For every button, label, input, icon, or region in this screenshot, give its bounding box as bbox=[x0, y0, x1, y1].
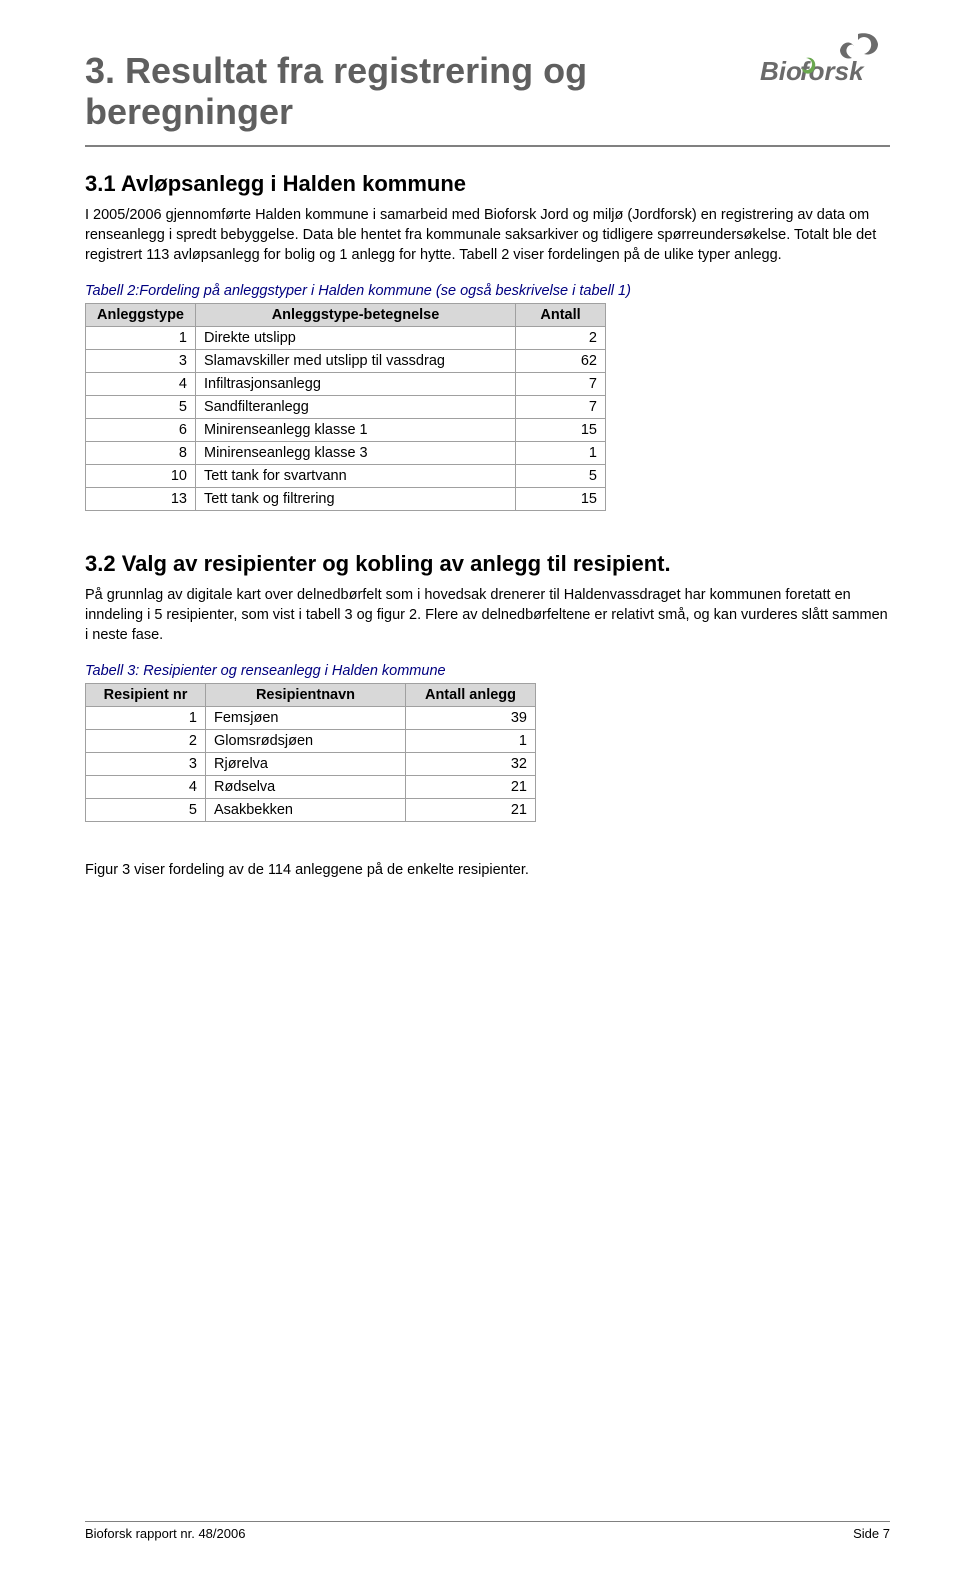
page-title: 3. Resultat fra registrering og beregnin… bbox=[85, 50, 725, 133]
table-3-cell-count: 39 bbox=[406, 706, 536, 729]
footer-page-number: Side 7 bbox=[853, 1526, 890, 1541]
table-2-cell-count: 7 bbox=[516, 372, 606, 395]
table-3-cell-id: 1 bbox=[86, 706, 206, 729]
table-2: Anleggstype Anleggstype-betegnelse Antal… bbox=[85, 303, 606, 511]
table-2-row: 5Sandfilteranlegg7 bbox=[86, 395, 606, 418]
table-3-cell-label: Femsjøen bbox=[206, 706, 406, 729]
table-2-row: 6Minirenseanlegg klasse 115 bbox=[86, 418, 606, 441]
table-3-cell-count: 21 bbox=[406, 775, 536, 798]
table-2-cell-label: Tett tank for svartvann bbox=[196, 464, 516, 487]
bioforsk-logo: Bio forsk bbox=[760, 30, 890, 90]
table-3-cell-id: 2 bbox=[86, 729, 206, 752]
table-2-cell-label: Direkte utslipp bbox=[196, 326, 516, 349]
table-2-row: 10Tett tank for svartvann5 bbox=[86, 464, 606, 487]
table-2-cell-label: Slamavskiller med utslipp til vassdrag bbox=[196, 349, 516, 372]
table-3-cell-id: 4 bbox=[86, 775, 206, 798]
table-3-caption: Tabell 3: Resipienter og renseanlegg i H… bbox=[85, 663, 890, 679]
table-3-cell-id: 5 bbox=[86, 798, 206, 821]
table-2-cell-label: Minirenseanlegg klasse 1 bbox=[196, 418, 516, 441]
table-2-cell-count: 7 bbox=[516, 395, 606, 418]
table-2-cell-count: 5 bbox=[516, 464, 606, 487]
table-2-header-col-3: Antall bbox=[516, 303, 606, 326]
table-2-cell-label: Sandfilteranlegg bbox=[196, 395, 516, 418]
table-2-cell-count: 2 bbox=[516, 326, 606, 349]
table-2-header-col-2: Anleggstype-betegnelse bbox=[196, 303, 516, 326]
table-2-cell-id: 10 bbox=[86, 464, 196, 487]
table-2-cell-count: 62 bbox=[516, 349, 606, 372]
table-3-cell-label: Rjørelva bbox=[206, 752, 406, 775]
table-2-cell-id: 13 bbox=[86, 487, 196, 510]
table-3-row: 1Femsjøen39 bbox=[86, 706, 536, 729]
table-3-row: 4Rødselva21 bbox=[86, 775, 536, 798]
table-3-cell-count: 1 bbox=[406, 729, 536, 752]
table-2-cell-id: 4 bbox=[86, 372, 196, 395]
table-2-row: 8Minirenseanlegg klasse 31 bbox=[86, 441, 606, 464]
section-3-1-paragraph: I 2005/2006 gjennomførte Halden kommune … bbox=[85, 205, 890, 265]
table-3-cell-count: 21 bbox=[406, 798, 536, 821]
table-3-row: 2Glomsrødsjøen1 bbox=[86, 729, 536, 752]
table-3: Resipient nr Resipientnavn Antall anlegg… bbox=[85, 683, 536, 822]
section-3-1-heading: 3.1 Avløpsanlegg i Halden kommune bbox=[85, 171, 890, 197]
table-2-cell-count: 15 bbox=[516, 487, 606, 510]
table-2-header-col-1: Anleggstype bbox=[86, 303, 196, 326]
table-2-cell-id: 5 bbox=[86, 395, 196, 418]
table-2-row: 1Direkte utslipp2 bbox=[86, 326, 606, 349]
table-2-cell-count: 15 bbox=[516, 418, 606, 441]
table-2-row: 13Tett tank og filtrering15 bbox=[86, 487, 606, 510]
table-2-cell-label: Tett tank og filtrering bbox=[196, 487, 516, 510]
table-3-header-col-1: Resipient nr bbox=[86, 683, 206, 706]
table-3-cell-label: Asakbekken bbox=[206, 798, 406, 821]
table-2-cell-id: 6 bbox=[86, 418, 196, 441]
table-2-row: 3Slamavskiller med utslipp til vassdrag6… bbox=[86, 349, 606, 372]
table-2-cell-count: 1 bbox=[516, 441, 606, 464]
table-3-header-col-2: Resipientnavn bbox=[206, 683, 406, 706]
table-2-cell-label: Infiltrasjonsanlegg bbox=[196, 372, 516, 395]
header-divider bbox=[85, 145, 890, 147]
footer-divider bbox=[85, 1521, 890, 1522]
table-2-row: 4Infiltrasjonsanlegg7 bbox=[86, 372, 606, 395]
figure-3-reference: Figur 3 viser fordeling av de 114 anlegg… bbox=[85, 862, 890, 878]
svg-text:Bio: Bio bbox=[760, 56, 802, 86]
footer-report-id: Bioforsk rapport nr. 48/2006 bbox=[85, 1526, 245, 1541]
table-2-caption: Tabell 2:Fordeling på anleggstyper i Hal… bbox=[85, 283, 890, 299]
table-2-cell-id: 1 bbox=[86, 326, 196, 349]
table-3-row: 5Asakbekken21 bbox=[86, 798, 536, 821]
page-footer: Bioforsk rapport nr. 48/2006 Side 7 bbox=[85, 1521, 890, 1541]
table-2-cell-id: 8 bbox=[86, 441, 196, 464]
table-3-cell-label: Rødselva bbox=[206, 775, 406, 798]
table-3-cell-count: 32 bbox=[406, 752, 536, 775]
section-3-2-heading: 3.2 Valg av resipienter og kobling av an… bbox=[85, 551, 890, 577]
table-3-header-col-3: Antall anlegg bbox=[406, 683, 536, 706]
table-3-cell-label: Glomsrødsjøen bbox=[206, 729, 406, 752]
table-2-cell-label: Minirenseanlegg klasse 3 bbox=[196, 441, 516, 464]
table-2-cell-id: 3 bbox=[86, 349, 196, 372]
table-3-row: 3Rjørelva32 bbox=[86, 752, 536, 775]
table-3-cell-id: 3 bbox=[86, 752, 206, 775]
section-3-2-paragraph: På grunnlag av digitale kart over delned… bbox=[85, 585, 890, 645]
